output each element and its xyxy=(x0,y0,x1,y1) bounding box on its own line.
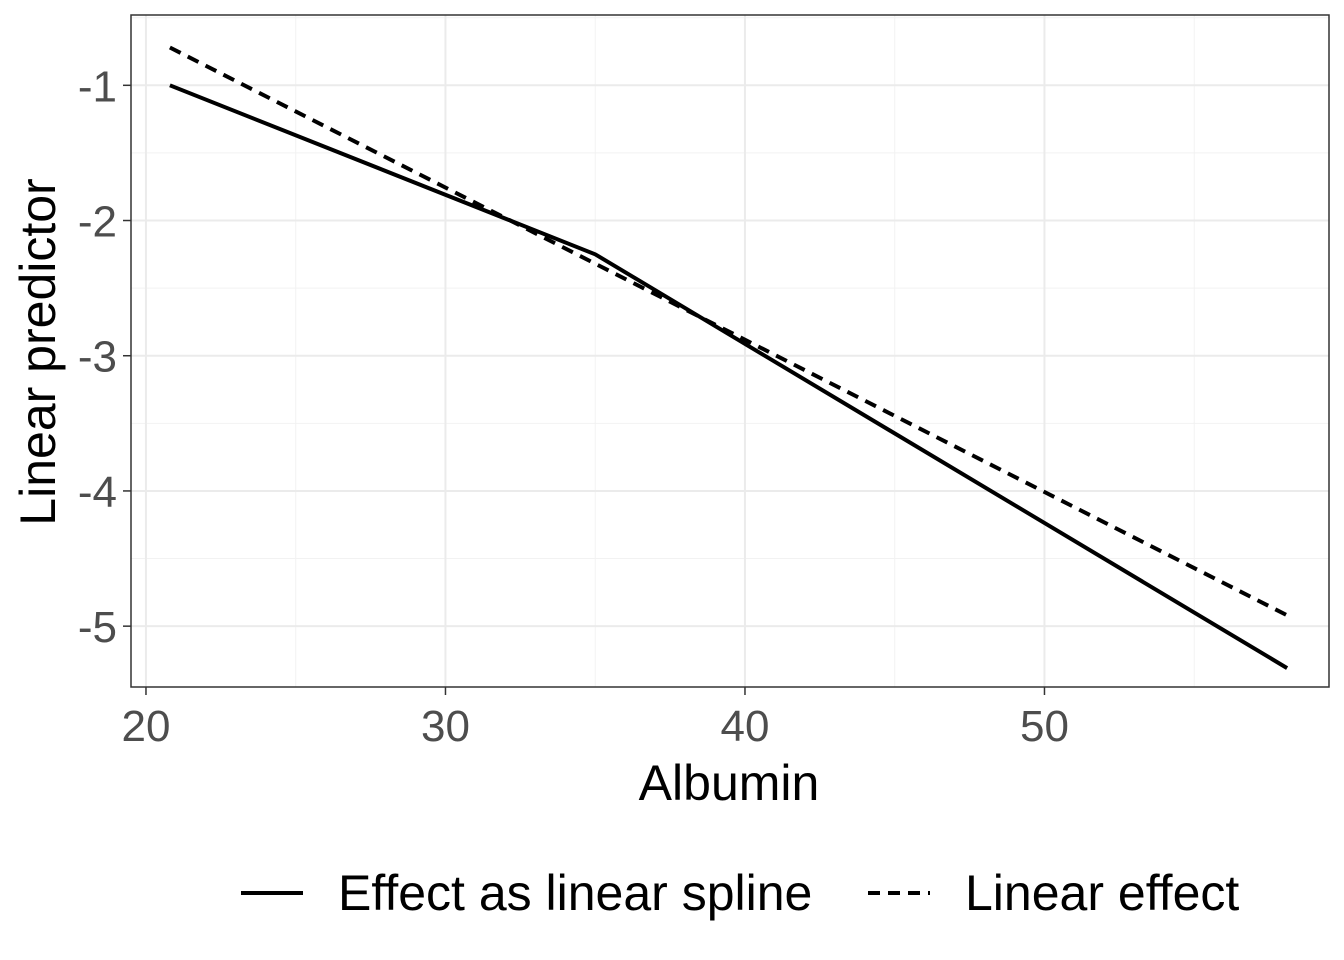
x-tick-label: 30 xyxy=(421,702,470,751)
plot-panel-border xyxy=(130,14,1330,688)
y-axis-ticks: -1 -2 -3 -4 -5 xyxy=(78,62,131,652)
minor-gridlines xyxy=(131,15,1329,687)
series-line-linear-effect xyxy=(168,45,1289,618)
legend-label-linear-effect: Linear effect xyxy=(965,865,1239,921)
legend: Effect as linear spline Linear effect xyxy=(241,865,1239,921)
x-tick-label: 40 xyxy=(720,702,769,751)
legend-label-linear-spline: Effect as linear spline xyxy=(338,865,812,921)
series-lines xyxy=(168,45,1289,670)
major-gridlines xyxy=(131,15,1329,687)
x-axis-ticks: 20 30 40 50 xyxy=(121,687,1069,751)
y-tick-label: -4 xyxy=(78,468,117,517)
y-tick-label: -5 xyxy=(78,603,117,652)
y-tick-label: -2 xyxy=(78,198,117,247)
y-axis-title: Linear predictor xyxy=(10,178,66,525)
x-tick-label: 50 xyxy=(1020,702,1069,751)
series-line-linear-spline xyxy=(169,83,1289,670)
x-tick-label: 20 xyxy=(121,702,170,751)
x-axis-title: Albumin xyxy=(639,755,820,811)
y-tick-label: -3 xyxy=(78,333,117,382)
y-tick-label: -1 xyxy=(78,62,117,111)
